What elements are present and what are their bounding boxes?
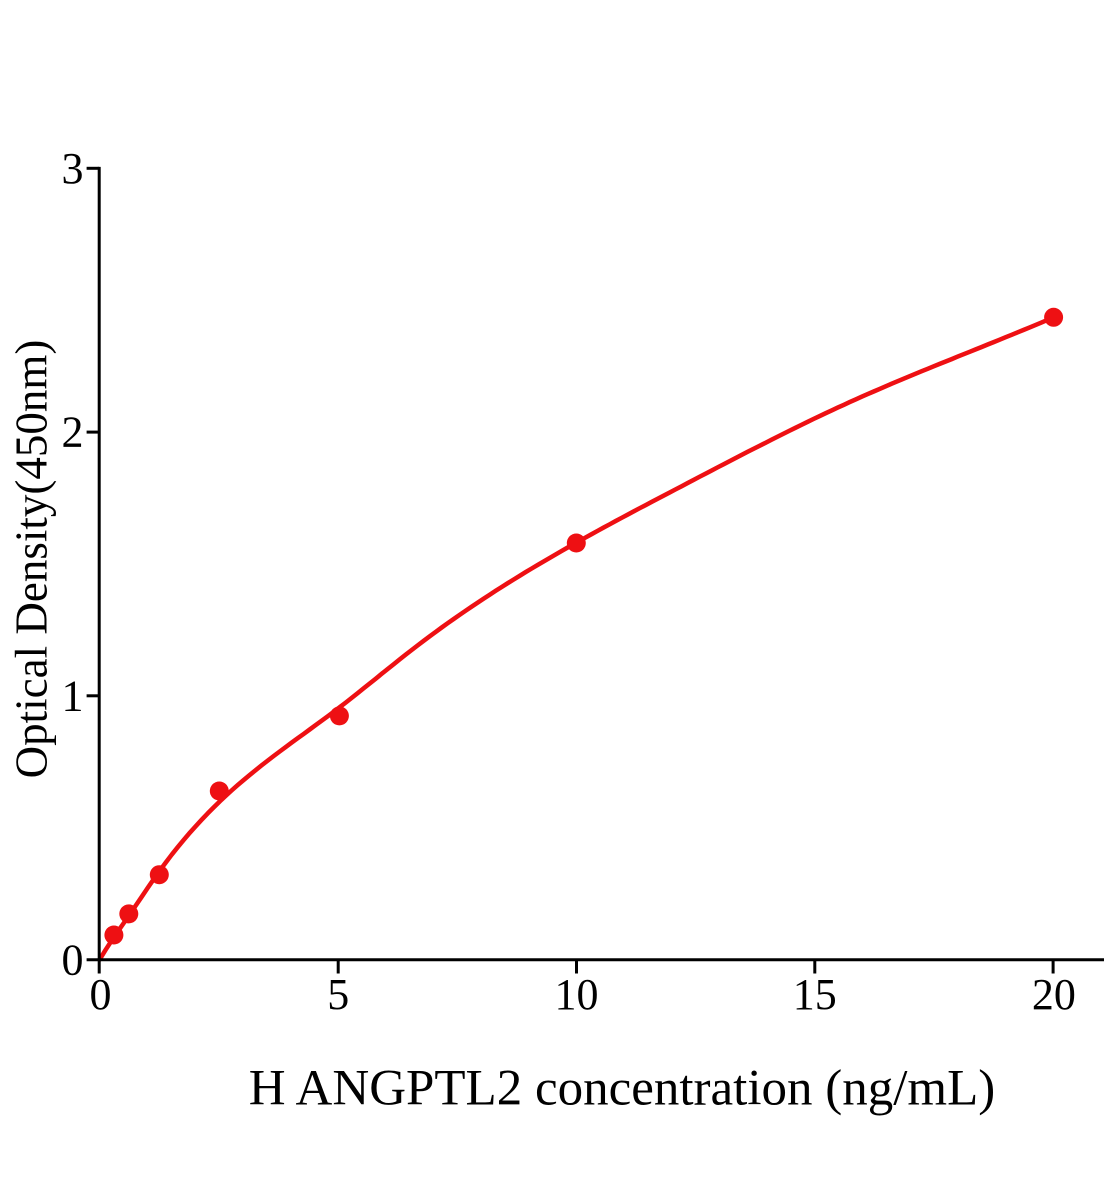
svg-text:1: 1 <box>62 671 84 720</box>
svg-text:2: 2 <box>62 408 84 457</box>
svg-text:H ANGPTL2 concentration (ng/mL: H ANGPTL2 concentration (ng/mL) <box>249 1060 995 1116</box>
svg-text:5: 5 <box>327 970 349 1019</box>
svg-text:20: 20 <box>1032 970 1076 1019</box>
svg-text:10: 10 <box>555 970 599 1019</box>
svg-text:0: 0 <box>62 936 84 985</box>
svg-text:0: 0 <box>90 970 112 1019</box>
svg-text:3: 3 <box>62 144 84 193</box>
svg-text:Optical Density(450nm): Optical Density(450nm) <box>7 340 57 779</box>
svg-text:15: 15 <box>793 970 837 1019</box>
